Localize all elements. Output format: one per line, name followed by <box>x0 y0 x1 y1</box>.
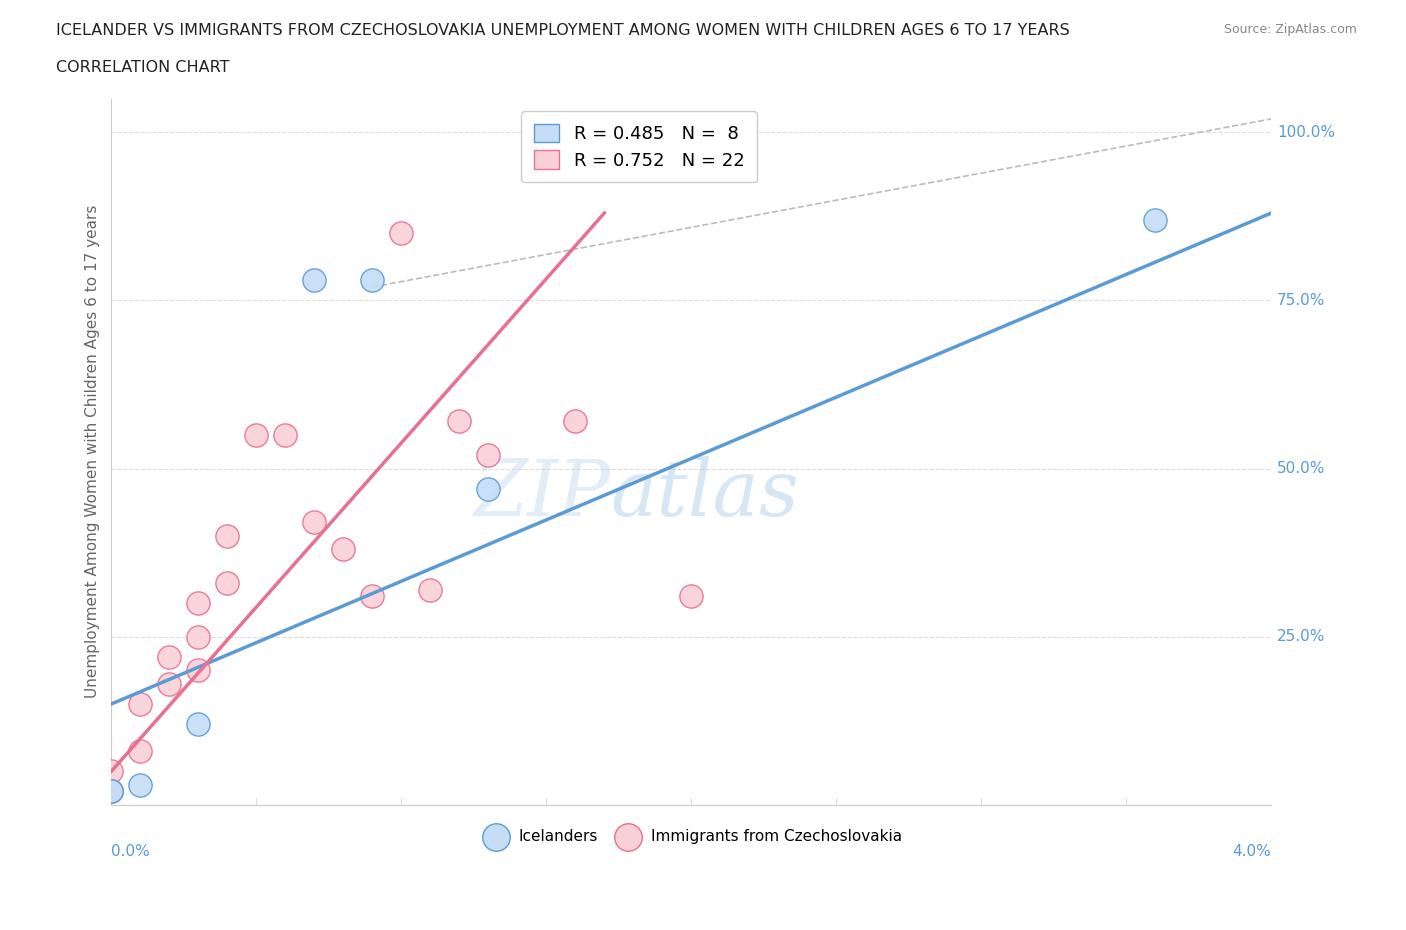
Text: 4.0%: 4.0% <box>1233 844 1271 858</box>
Point <box>389 226 412 241</box>
Point <box>187 630 209 644</box>
Y-axis label: Unemployment Among Women with Children Ages 6 to 17 years: Unemployment Among Women with Children A… <box>86 206 100 698</box>
Point <box>129 697 152 711</box>
Text: ICELANDER VS IMMIGRANTS FROM CZECHOSLOVAKIA UNEMPLOYMENT AMONG WOMEN WITH CHILDR: ICELANDER VS IMMIGRANTS FROM CZECHOSLOVA… <box>56 23 1070 38</box>
Point <box>157 649 180 664</box>
Point <box>217 576 239 591</box>
Point <box>274 428 297 443</box>
Point <box>245 428 267 443</box>
Point <box>187 595 209 610</box>
Text: ZIP: ZIP <box>472 456 610 532</box>
Point <box>681 589 703 604</box>
Text: 25.0%: 25.0% <box>1277 630 1326 644</box>
Point <box>157 676 180 691</box>
Point <box>332 542 354 557</box>
Point <box>100 764 122 778</box>
Point <box>100 784 122 799</box>
Point <box>361 589 384 604</box>
Point <box>361 272 384 287</box>
Point <box>419 582 441 597</box>
Text: 100.0%: 100.0% <box>1277 125 1336 140</box>
Point <box>477 482 499 497</box>
Point <box>217 528 239 543</box>
Point <box>100 784 122 799</box>
Text: Source: ZipAtlas.com: Source: ZipAtlas.com <box>1223 23 1357 36</box>
Point <box>129 777 152 792</box>
Point <box>477 447 499 462</box>
Text: 0.0%: 0.0% <box>111 844 150 858</box>
Point <box>129 744 152 759</box>
Point <box>1144 212 1167 227</box>
Text: 50.0%: 50.0% <box>1277 461 1326 476</box>
Point <box>304 272 326 287</box>
Legend: Icelanders, Immigrants from Czechoslovakia: Icelanders, Immigrants from Czechoslovak… <box>474 823 908 850</box>
Point <box>564 414 586 429</box>
Point <box>100 784 122 799</box>
Point <box>449 414 471 429</box>
Point <box>187 717 209 732</box>
Point <box>187 663 209 678</box>
Text: 75.0%: 75.0% <box>1277 293 1326 308</box>
Text: atlas: atlas <box>610 456 799 532</box>
Text: CORRELATION CHART: CORRELATION CHART <box>56 60 229 75</box>
Point <box>304 515 326 530</box>
